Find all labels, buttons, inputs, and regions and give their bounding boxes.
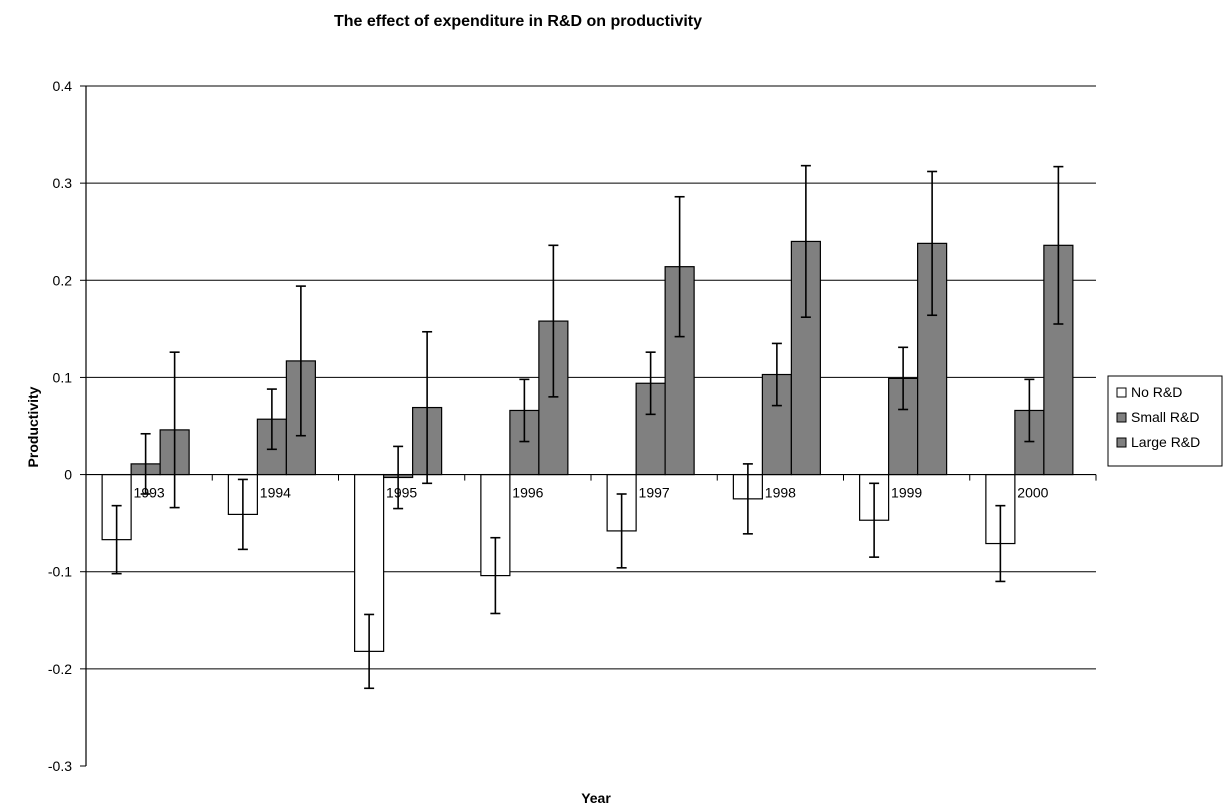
- x-tick-label-1997: 1997: [639, 485, 670, 501]
- legend-label: No R&D: [1131, 384, 1182, 400]
- chart-title: The effect of expenditure in R&D on prod…: [334, 13, 702, 30]
- legend-box: [1107, 375, 1223, 467]
- x-axis-label: Year: [581, 790, 611, 806]
- x-tick-label-1999: 1999: [891, 485, 922, 501]
- x-tick-label-1995: 1995: [386, 485, 417, 501]
- y-tick-label: 0: [64, 467, 72, 483]
- legend-swatch: [1116, 437, 1127, 448]
- legend-swatch: [1116, 412, 1127, 423]
- y-tick-label: 0.2: [53, 272, 73, 288]
- legend-label: Large R&D: [1131, 434, 1200, 450]
- y-tick-label: -0.1: [48, 564, 72, 580]
- x-tick-label-1994: 1994: [260, 485, 291, 501]
- x-tick-label-1993: 1993: [134, 485, 165, 501]
- x-tick-label-1996: 1996: [512, 485, 543, 501]
- labels-group: 0.4 0.3 0.2 0.1 0 -0.1 -0.2 -0.3 1993 1994 1995 199…: [48, 78, 1049, 774]
- bars-group: [101, 240, 1074, 652]
- error-bars-group: [111, 164, 1064, 690]
- axes-group: [80, 85, 1097, 767]
- legend-swatch: [1116, 387, 1127, 398]
- y-tick-label: 0.4: [53, 78, 73, 94]
- x-tick-label-2000: 2000: [1017, 485, 1048, 501]
- legend-label: Small R&D: [1131, 409, 1199, 425]
- y-tick-label: 0.1: [53, 369, 73, 385]
- y-tick-label: 0.3: [53, 175, 73, 191]
- y-axis-label: Productivity: [25, 386, 41, 467]
- y-tick-label: -0.3: [48, 758, 72, 774]
- x-tick-label-1998: 1998: [765, 485, 796, 501]
- gridlines: [86, 85, 1096, 670]
- y-tick-label: -0.2: [48, 661, 72, 677]
- legend: No R&D Small R&D Large R&D: [1107, 375, 1223, 467]
